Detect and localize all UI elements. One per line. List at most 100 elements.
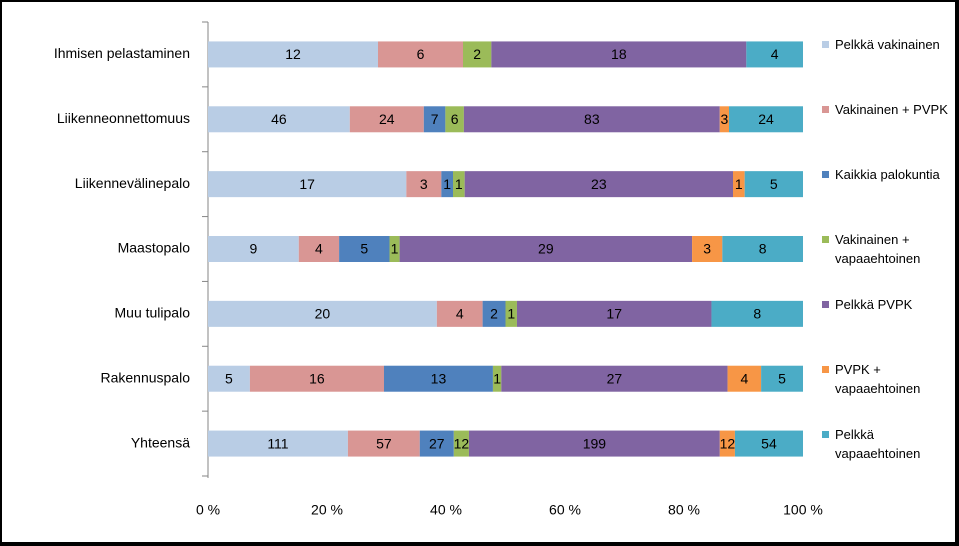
bar-segment bbox=[208, 41, 378, 68]
bar-segment bbox=[347, 430, 420, 457]
data-label: 111 bbox=[267, 435, 288, 451]
legend-label: Pelkkä vapaaehtoinen bbox=[835, 427, 921, 461]
data-label: 2 bbox=[490, 306, 498, 322]
data-label: 6 bbox=[451, 111, 459, 127]
data-label: 5 bbox=[225, 370, 233, 386]
bar-segment bbox=[719, 106, 730, 133]
bar-segment bbox=[249, 365, 384, 392]
data-label: 1 bbox=[735, 176, 743, 192]
bar-segment bbox=[463, 106, 720, 133]
bar-segment bbox=[482, 300, 506, 327]
legend-item: Vakinainen + vapaaehtoinen bbox=[822, 230, 953, 268]
bar-segment bbox=[711, 300, 803, 327]
bar-segment bbox=[378, 41, 463, 68]
legend-item: Vakinainen + PVPK bbox=[822, 100, 953, 119]
bar-segment bbox=[464, 171, 733, 198]
bar-segment bbox=[441, 171, 453, 198]
data-label: 3 bbox=[420, 176, 428, 192]
data-label: 1 bbox=[455, 176, 463, 192]
bar-segment bbox=[406, 171, 442, 198]
bar-segment bbox=[208, 300, 437, 327]
bar-segment bbox=[722, 236, 803, 262]
data-label: 1 bbox=[493, 370, 501, 386]
bar-segment bbox=[516, 300, 712, 327]
data-label: 20 bbox=[315, 306, 331, 322]
data-label: 8 bbox=[759, 241, 767, 257]
x-tick-label: 100 % bbox=[783, 502, 823, 518]
x-tick-label: 40 % bbox=[430, 502, 462, 518]
data-label: 27 bbox=[607, 370, 623, 386]
bar-segment bbox=[208, 430, 348, 457]
bar-segment bbox=[505, 300, 517, 327]
data-label: 83 bbox=[584, 111, 600, 127]
bar-segment bbox=[453, 430, 469, 457]
bar-segment bbox=[208, 236, 299, 262]
data-label: 24 bbox=[758, 111, 774, 127]
bar-segment bbox=[349, 106, 424, 133]
data-label: 17 bbox=[606, 306, 622, 322]
legend-item: PVPK + vapaaehtoinen bbox=[822, 360, 953, 398]
category-label: Muu tulipalo bbox=[115, 305, 191, 321]
legend-item: Pelkkä vapaaehtoinen bbox=[822, 425, 953, 463]
legend-label: Pelkkä PVPK bbox=[835, 297, 913, 312]
data-label: 12 bbox=[454, 435, 470, 451]
bar-segment bbox=[208, 171, 407, 198]
data-label: 8 bbox=[753, 306, 761, 322]
bar-segment bbox=[445, 106, 464, 133]
legend-item: Pelkkä vakinainen bbox=[822, 35, 953, 54]
bar-segment bbox=[423, 106, 446, 133]
category-label: Ihmisen pelastaminen bbox=[54, 45, 190, 61]
bar-segment bbox=[719, 430, 735, 457]
data-label: 1 bbox=[443, 176, 451, 192]
legend-swatch bbox=[822, 431, 829, 438]
data-label: 2 bbox=[473, 46, 481, 62]
legend-swatch bbox=[822, 41, 829, 48]
data-label: 18 bbox=[611, 46, 627, 62]
bar-segment bbox=[733, 171, 745, 198]
bar-segment bbox=[734, 430, 803, 457]
data-label: 23 bbox=[591, 176, 607, 192]
data-label: 5 bbox=[778, 370, 786, 386]
bar-segment bbox=[399, 236, 693, 262]
data-label: 9 bbox=[249, 241, 257, 257]
bar-segment bbox=[746, 41, 803, 68]
bar-segment bbox=[692, 236, 723, 262]
data-label: 57 bbox=[376, 435, 392, 451]
bar-segment bbox=[339, 236, 390, 262]
x-tick-label: 80 % bbox=[668, 502, 700, 518]
bar-segment bbox=[208, 106, 350, 133]
data-label: 29 bbox=[538, 241, 554, 257]
bar-segment bbox=[383, 365, 493, 392]
data-label: 4 bbox=[771, 46, 779, 62]
data-label: 54 bbox=[761, 435, 777, 451]
bar-segment bbox=[453, 171, 465, 198]
bar-segment bbox=[727, 365, 762, 392]
bar-segment bbox=[419, 430, 454, 457]
data-label: 17 bbox=[299, 176, 315, 192]
bar-segment bbox=[761, 365, 803, 392]
bar-segment bbox=[298, 236, 340, 262]
legend-swatch bbox=[822, 171, 829, 178]
category-label: Yhteensä bbox=[131, 434, 190, 450]
data-label: 13 bbox=[431, 370, 447, 386]
data-label: 1 bbox=[391, 241, 399, 257]
data-label: 5 bbox=[770, 176, 778, 192]
data-label: 3 bbox=[720, 111, 728, 127]
x-tick-label: 20 % bbox=[311, 502, 343, 518]
category-label: Maastopalo bbox=[118, 240, 191, 256]
bar-segment bbox=[744, 171, 803, 198]
category-label: Liikenneonnettomuus bbox=[57, 110, 190, 126]
bar-segment bbox=[492, 365, 502, 392]
data-label: 46 bbox=[271, 111, 287, 127]
category-label: Liikennevälinepalo bbox=[75, 175, 190, 191]
bar-segment bbox=[501, 365, 728, 392]
data-label: 1 bbox=[507, 306, 515, 322]
bar-segment bbox=[389, 236, 400, 262]
legend-swatch bbox=[822, 236, 829, 243]
legend-label: Pelkkä vakinainen bbox=[835, 37, 940, 52]
legend-swatch bbox=[822, 366, 829, 373]
bar-segment bbox=[436, 300, 483, 327]
